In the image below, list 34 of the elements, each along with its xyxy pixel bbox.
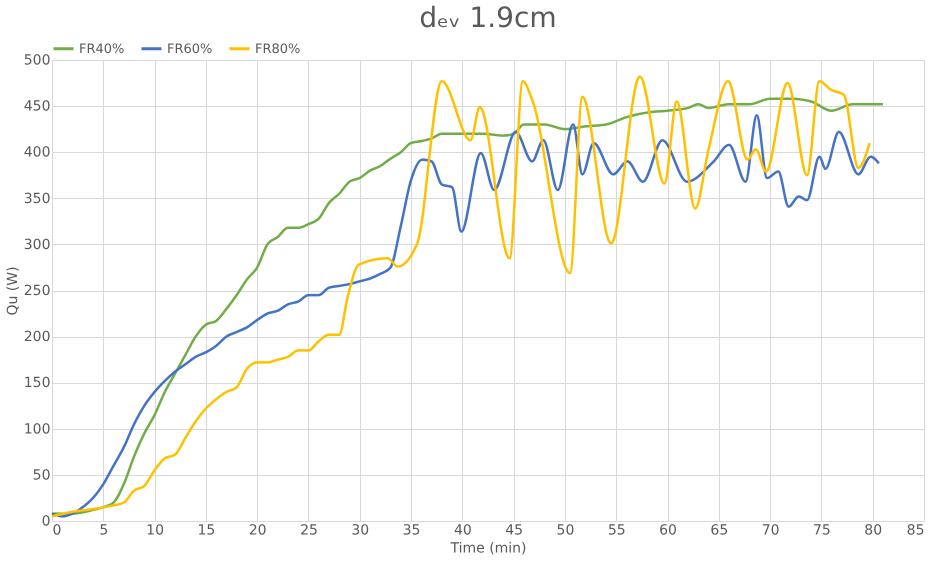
x-tick-label: 55 [608, 522, 626, 538]
x-tick-label: 5 [99, 522, 108, 538]
x-tick-label: 60 [659, 522, 677, 538]
x-tick-label: 0 [52, 522, 62, 538]
y-tick-label: 150 [24, 375, 50, 392]
x-tick-label: 50 [556, 522, 574, 538]
legend-label: FR40% [79, 42, 124, 57]
y-tick-label: 300 [24, 236, 50, 253]
legend-label: FR60% [167, 42, 212, 57]
x-tick-label: 15 [197, 522, 216, 538]
y-tick-label: 350 [24, 190, 50, 207]
x-tick-label: 20 [248, 522, 267, 538]
y-tick-label: 200 [24, 329, 50, 346]
x-tick-label: 10 [146, 522, 164, 538]
y-axis-title: Qu (W) [4, 266, 21, 316]
chart-title: dₑᵥ 1.9cm [419, 1, 557, 34]
y-tick-label: 400 [24, 144, 50, 161]
x-tick-label: 25 [300, 522, 318, 538]
x-tick-label: 70 [762, 522, 780, 538]
x-tick-label: 40 [454, 522, 472, 538]
x-tick-label: 45 [505, 522, 524, 538]
x-axis-title: Time (min) [449, 540, 527, 556]
x-tick-label: 75 [813, 522, 831, 538]
y-tick-label: 50 [32, 467, 50, 484]
y-tick-label: 100 [24, 421, 50, 438]
x-tick-label: 65 [710, 522, 728, 538]
y-tick-label: 500 [24, 52, 50, 68]
x-tick-label: 35 [402, 522, 420, 538]
y-tick-label: 450 [24, 98, 50, 115]
x-tick-label: 30 [351, 522, 370, 538]
x-tick-label: 80 [864, 522, 882, 538]
legend-label: FR80% [255, 42, 300, 57]
y-tick-label: 250 [24, 283, 50, 299]
x-tick-label: 85 [906, 522, 924, 538]
